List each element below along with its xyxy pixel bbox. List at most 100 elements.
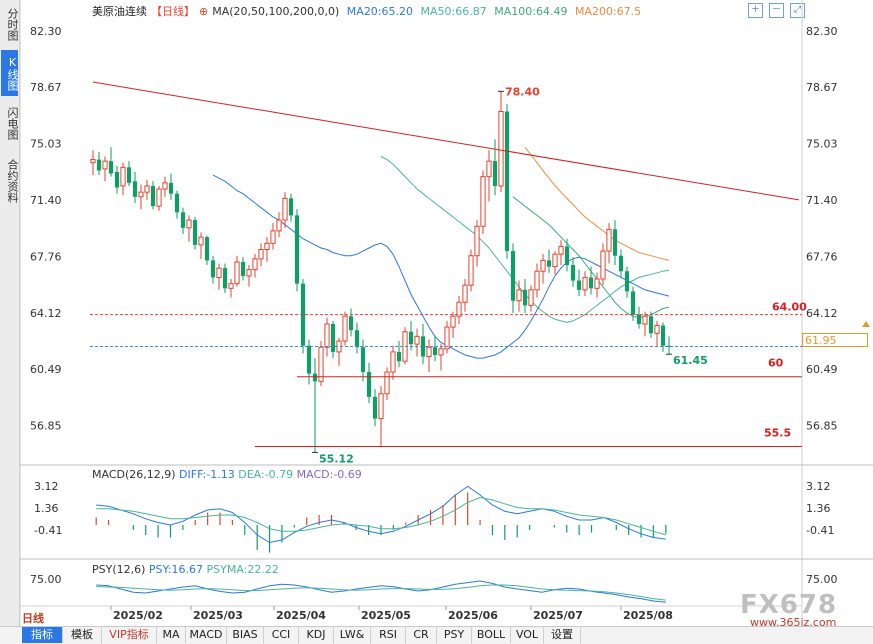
watermark-logo: FX678 www.365jz.com [740,590,837,629]
chart-tools: ＋ － ⤢ [742,2,805,18]
recent-low-label: 61.45 [673,354,708,367]
psyma-value: PSYMA:22.22 [206,563,279,576]
tab-boll[interactable]: BOLL [472,627,511,643]
candle-body-down [294,215,300,284]
psy-title[interactable]: PSY(12,6) [92,563,146,576]
psy-legend: PSY(12,6) PSY:16.67 PSYMA:22.22 [92,563,279,576]
candle-body-up [486,160,492,178]
candle-body-down [108,161,114,174]
candle-body-up [534,270,540,291]
tab-timeshare[interactable]: 分时图 [6,7,19,41]
y-tick-left: 71.40 [30,194,62,207]
settings-icon[interactable]: ⊕ [199,5,209,18]
candle-body-up [384,371,390,395]
candle-body-down [150,185,156,207]
trendline [92,81,800,201]
x-tick-label: 2025/02 [113,609,163,622]
macd-title[interactable]: MACD(26,12,9) [92,468,176,481]
candle-body-up [642,315,648,325]
tab-indicators[interactable]: 指标 [22,627,63,643]
psy-value: PSY:16.67 [148,563,203,576]
y-tick-left: 75.03 [30,138,62,151]
candle-body-up [318,346,324,382]
macd-dea-line [96,496,666,536]
candle-body-up [606,228,612,252]
macd-tick-left: 1.36 [34,502,59,515]
tab-rsi[interactable]: RSI [371,627,406,643]
y-tick-left: 78.67 [30,81,62,94]
x-tick-label: 2025/06 [448,609,498,622]
candle-body-up [480,176,486,227]
tab-flash-chart[interactable]: 闪电图 [6,106,19,140]
candle-body-down [372,396,378,419]
candle-body-down [570,265,576,281]
tab-macd[interactable]: MACD [186,627,227,643]
candle-body-down [126,167,132,183]
tab-kdj[interactable]: KDJ [299,627,334,643]
y-tick-left: 82.30 [30,25,62,38]
tab-settings[interactable]: 设置 [544,627,581,643]
ma20-value: MA20:65.20 [346,5,414,18]
candle-body-down [366,372,372,397]
macd-tick-right: 3.12 [806,480,831,493]
candle-body-up [276,219,282,232]
zoom-in-icon[interactable]: ＋ [748,3,763,18]
candle-body-up [378,393,384,420]
kline-chart[interactable]: 78.40 55.12 64.00 60 55.5 61.45 82.30 82.30 78.… [0,0,873,626]
candle-body-up [468,255,474,286]
macd-diff: DIFF:-1.13 [179,468,235,481]
ma200-line [524,146,670,261]
candle-body-up [474,225,480,257]
candle-body-up [324,323,330,348]
last-price-tag: 61.95 [802,333,868,347]
candle-body-up [498,111,504,187]
candle-body-up [252,258,258,271]
x-tick-label: 2025/04 [276,609,326,622]
y-tick-left: 56.85 [30,420,62,433]
tab-contract-info[interactable]: 合约资料 [6,159,19,203]
psy-line [96,580,666,603]
y-tick-left: 67.76 [30,250,62,263]
candle-body-down [510,251,516,301]
macd-tick-right: 1.36 [806,502,831,515]
tab-psy[interactable]: PSY [437,627,472,643]
candle-body-up [264,242,270,251]
candle-body-down [114,171,120,188]
zoom-out-icon[interactable]: － [769,3,784,18]
candle-body-up [138,191,144,198]
period-label[interactable]: 【日线】 [151,5,195,18]
candle-body-up [282,197,288,221]
x-tick-label: 2025/07 [533,609,583,622]
y-tick-right: 71.40 [806,194,838,207]
fullscreen-icon[interactable]: ⤢ [790,3,805,18]
period-chip[interactable]: 日线 [22,612,44,625]
candle-body-up [186,219,192,229]
tab-vol[interactable]: VOL [511,627,544,643]
candle-body-up [450,315,456,328]
tab-vip-indicators[interactable]: VIP指标 [102,627,157,643]
candle-body-up [228,283,234,289]
tab-cr[interactable]: CR [406,627,437,643]
candle-body-up [162,182,168,190]
ma-params[interactable]: MA(20,50,100,200,0,0) [212,5,340,18]
tab-cci[interactable]: CCI [264,627,299,643]
y-tick-right: 67.76 [806,250,838,263]
tab-ma[interactable]: MA [157,627,186,643]
candle-body-down [312,373,318,382]
candle-body-down [396,351,402,362]
tab-kline[interactable]: K线图 [1,50,19,96]
candle-body-up [654,325,660,334]
tab-bias[interactable]: BIAS [227,627,264,643]
candle-body-down [240,261,246,276]
candle-body-down [636,314,642,324]
tab-lwr[interactable]: LW& [334,627,371,643]
candle-body-down [564,246,570,266]
candle-body-down [360,347,366,373]
candle-body-up [438,348,444,356]
ma50-value: MA50:66.87 [420,5,487,18]
low-label: 55.12 [319,452,354,465]
candle-body-up [90,159,96,164]
tab-templates[interactable]: 模板 [63,627,102,643]
candle-body-down [522,289,528,306]
ma20-line [212,174,670,359]
